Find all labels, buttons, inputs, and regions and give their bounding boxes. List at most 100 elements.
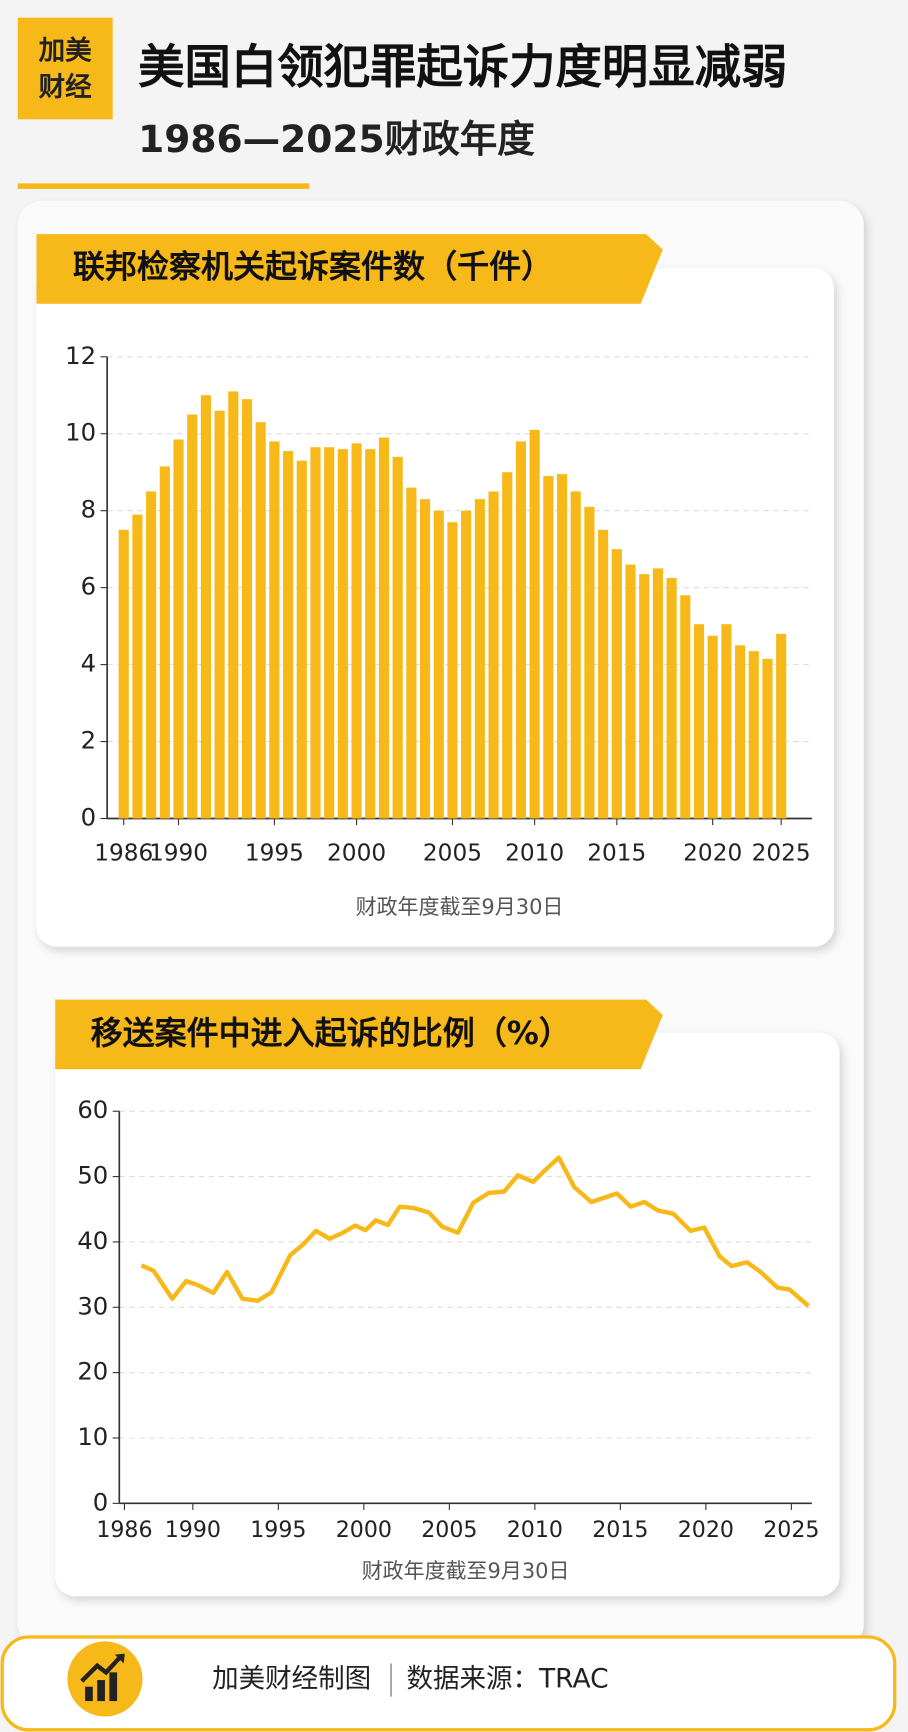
y-tick-label: 6 bbox=[81, 572, 96, 601]
bar bbox=[296, 460, 307, 819]
footer-credit: 加美财经制图 bbox=[212, 1664, 371, 1695]
x-tick-label: 2000 bbox=[327, 839, 386, 866]
bar bbox=[351, 443, 362, 819]
bar bbox=[255, 422, 266, 819]
x-tick-label: 1990 bbox=[149, 839, 208, 866]
y-tick-label: 0 bbox=[93, 1487, 108, 1516]
bar bbox=[433, 510, 444, 819]
y-tick-label: 8 bbox=[81, 495, 96, 524]
x-tick-label: 2005 bbox=[423, 839, 482, 866]
bar bbox=[118, 529, 129, 819]
x-tick-label: 2015 bbox=[587, 839, 646, 866]
bar bbox=[461, 510, 472, 819]
x-tick-label: 2020 bbox=[683, 839, 742, 866]
bar bbox=[324, 447, 335, 819]
y-tick-label: 20 bbox=[77, 1357, 108, 1386]
x-tick-label: 2020 bbox=[678, 1517, 734, 1543]
bar bbox=[310, 447, 321, 819]
bar bbox=[228, 391, 239, 819]
footer-source: 数据来源：TRAC bbox=[407, 1664, 609, 1695]
bar bbox=[639, 574, 650, 819]
bar bbox=[488, 491, 499, 819]
y-tick-label: 60 bbox=[77, 1095, 108, 1124]
bar bbox=[680, 595, 691, 819]
y-tick-label: 30 bbox=[77, 1291, 108, 1320]
x-tick-label: 2025 bbox=[752, 839, 811, 866]
x-axis-label: 财政年度截至9月30日 bbox=[356, 895, 564, 919]
bar bbox=[200, 395, 211, 819]
x-tick-label: 1986 bbox=[94, 839, 153, 866]
bar bbox=[762, 658, 773, 819]
bar bbox=[515, 441, 527, 819]
x-tick-label: 2015 bbox=[592, 1517, 648, 1543]
bar bbox=[187, 414, 198, 819]
logo-box bbox=[17, 17, 113, 120]
bar bbox=[502, 472, 513, 819]
x-tick-label: 2010 bbox=[507, 1517, 563, 1543]
x-tick-label: 1990 bbox=[165, 1517, 221, 1543]
y-tick-label: 2 bbox=[81, 726, 96, 755]
bar bbox=[283, 451, 294, 819]
x-tick-label: 1986 bbox=[96, 1517, 152, 1543]
chart-title: 联邦检察机关起诉案件数（千件） bbox=[73, 247, 553, 285]
footer-bar bbox=[0, 1635, 897, 1732]
bar bbox=[447, 522, 458, 819]
x-tick-label: 2005 bbox=[421, 1517, 477, 1543]
bar bbox=[132, 514, 143, 819]
bar bbox=[721, 624, 732, 819]
bar bbox=[776, 633, 787, 819]
y-tick-label: 12 bbox=[65, 341, 96, 370]
bar bbox=[474, 499, 485, 819]
title: 美国白领犯罪起诉力度明显减弱 bbox=[138, 40, 787, 94]
chart-title: 移送案件中进入起诉的比例（%） bbox=[91, 1014, 571, 1052]
bar bbox=[419, 499, 431, 819]
bar bbox=[625, 564, 636, 819]
x-tick-label: 2025 bbox=[763, 1517, 819, 1543]
bar bbox=[269, 441, 280, 819]
footer-icon-chart bbox=[80, 1653, 125, 1702]
bar bbox=[707, 635, 718, 819]
data-line bbox=[140, 1155, 810, 1308]
bar bbox=[611, 549, 622, 819]
bar bbox=[693, 624, 705, 819]
chart-card bbox=[55, 1032, 840, 1597]
subtitle: 1986—2025财政年度 bbox=[138, 117, 535, 161]
y-tick-label: 40 bbox=[77, 1226, 108, 1255]
y-tick-label: 50 bbox=[77, 1161, 108, 1190]
x-axis-label: 财政年度截至9月30日 bbox=[362, 1559, 570, 1583]
bar bbox=[337, 449, 348, 819]
bar bbox=[214, 410, 225, 819]
logo-text: 加美 bbox=[39, 35, 92, 66]
y-tick-label: 0 bbox=[81, 803, 96, 832]
bar bbox=[666, 578, 677, 819]
chart-banner bbox=[55, 999, 663, 1070]
y-tick-label: 10 bbox=[65, 418, 96, 447]
bar bbox=[652, 568, 663, 819]
bar bbox=[529, 429, 540, 819]
bar bbox=[556, 474, 568, 819]
y-tick-label: 10 bbox=[77, 1422, 108, 1451]
bar bbox=[241, 399, 253, 819]
logo-text: 财经 bbox=[39, 72, 92, 103]
x-tick-label: 1995 bbox=[245, 839, 304, 866]
bar bbox=[392, 456, 403, 819]
bar bbox=[570, 491, 581, 819]
bar bbox=[735, 645, 746, 819]
bar bbox=[365, 449, 376, 819]
x-tick-label: 2000 bbox=[336, 1517, 392, 1543]
title-underline bbox=[17, 183, 310, 189]
bar bbox=[543, 476, 554, 819]
x-tick-label: 2010 bbox=[505, 839, 564, 866]
x-tick-label: 1995 bbox=[250, 1517, 306, 1543]
bar bbox=[406, 487, 417, 819]
bar bbox=[173, 439, 184, 819]
y-tick-label: 4 bbox=[81, 649, 96, 678]
bar bbox=[378, 437, 390, 819]
bar bbox=[598, 529, 609, 819]
footer-icon bbox=[67, 1641, 143, 1717]
bar bbox=[159, 466, 170, 819]
bar bbox=[584, 506, 595, 819]
chart-banner bbox=[36, 234, 663, 304]
